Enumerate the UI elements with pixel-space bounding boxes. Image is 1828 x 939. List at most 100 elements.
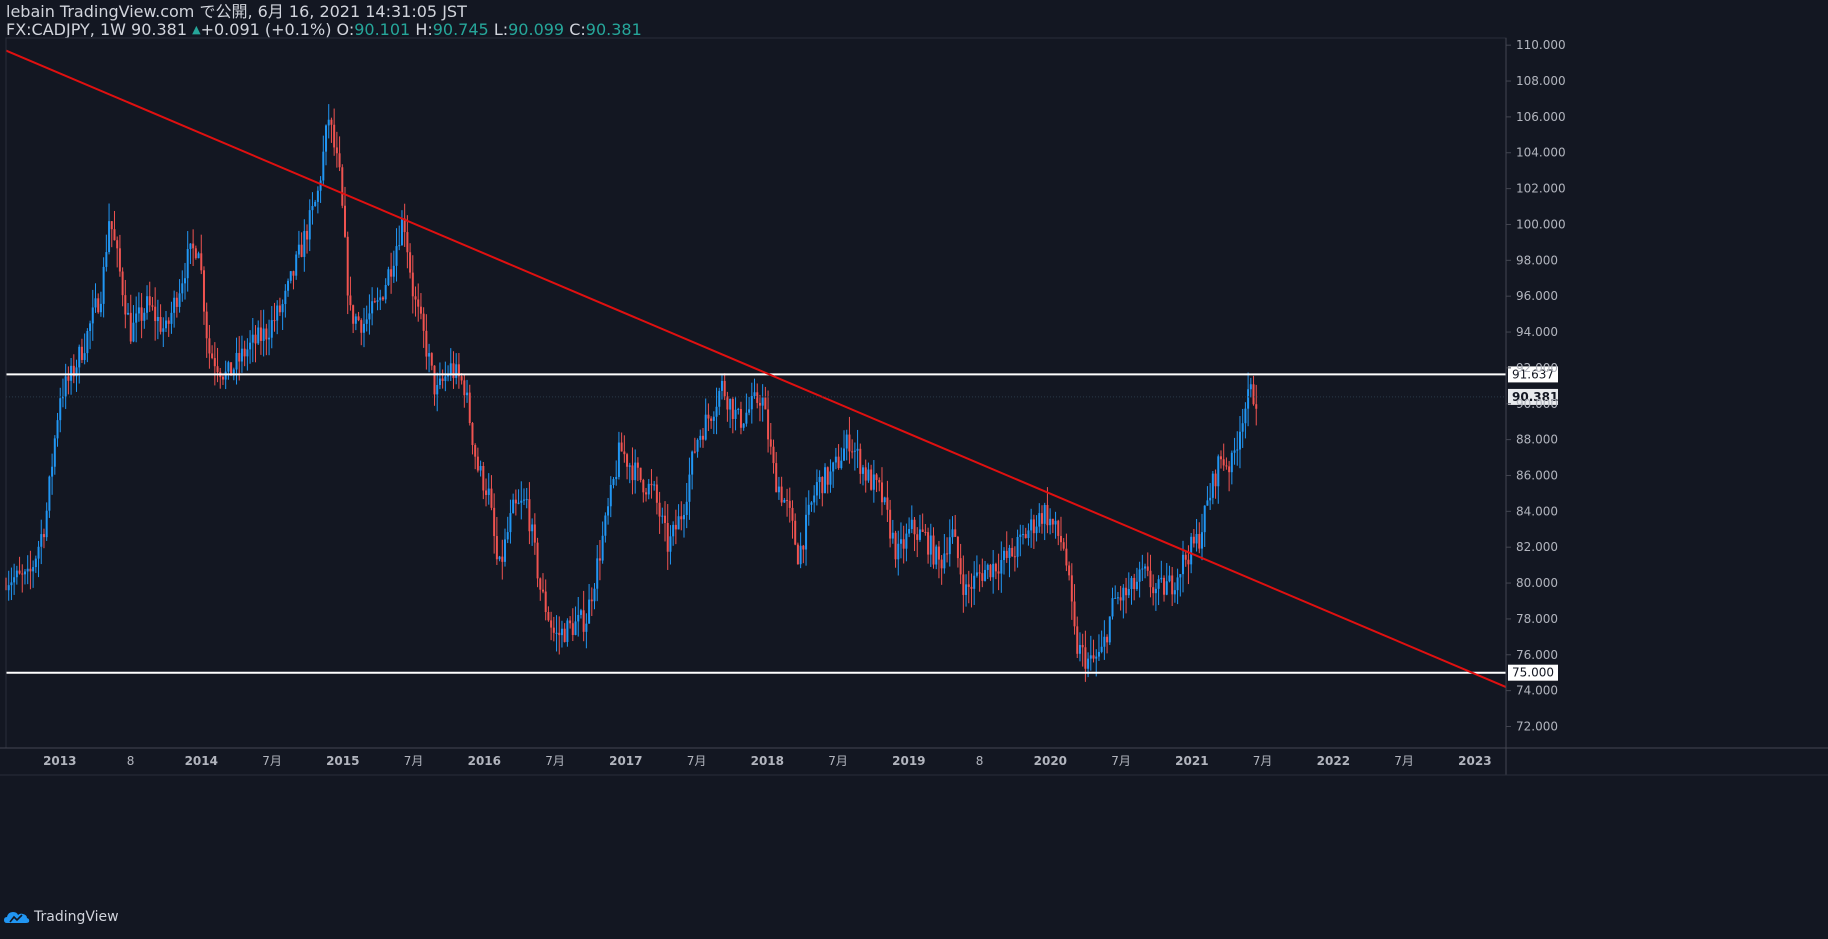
candle-body (175, 297, 178, 307)
candle-body (1089, 655, 1092, 659)
candle-body (1198, 534, 1201, 549)
candle-body (463, 380, 466, 396)
x-tick-label: 7月 (687, 754, 707, 768)
candle-body (1078, 644, 1081, 654)
candle-body (208, 338, 211, 354)
candle-body (1171, 575, 1174, 595)
candle-body (918, 529, 921, 540)
candle-body (1236, 449, 1239, 451)
candle-body (395, 246, 398, 266)
candle-body (430, 353, 433, 366)
x-tick-label: 7月 (262, 754, 282, 768)
candle-body (1173, 590, 1176, 595)
candle-body (72, 365, 75, 377)
candle-body (335, 147, 338, 154)
candle-body (32, 567, 35, 572)
candle-body (607, 506, 610, 516)
y-tick-label: 86.000 (1516, 468, 1558, 482)
candle-body (314, 201, 317, 207)
candle-body (875, 474, 878, 481)
candle-body (376, 300, 379, 302)
candle-body (368, 313, 371, 320)
candle-body (962, 574, 965, 595)
candle-body (726, 396, 729, 410)
candle-body (1108, 616, 1111, 643)
low-label: L: (493, 20, 509, 39)
candle-body (417, 299, 420, 307)
candle-body (525, 499, 528, 501)
candle-body (1062, 542, 1065, 549)
candle-body (579, 610, 582, 615)
candle-body (1168, 575, 1171, 582)
candle-body (127, 312, 130, 315)
candle-body (856, 448, 859, 451)
candle-body (232, 369, 235, 376)
candle-body (411, 272, 414, 297)
x-tick-label: 2022 (1317, 754, 1350, 768)
candle-body (99, 303, 102, 313)
candle-body (59, 398, 62, 421)
brand-name: TradingView (34, 909, 119, 925)
candle-body (140, 307, 143, 321)
candle-body (319, 180, 322, 191)
candle-body (406, 232, 409, 253)
candle-body (661, 515, 664, 517)
candle-body (254, 334, 257, 344)
candle-body (509, 513, 512, 533)
candle-body (1249, 384, 1252, 390)
candle-body (704, 414, 707, 440)
candle-body (425, 330, 428, 357)
candle-body (921, 529, 924, 532)
candle-body (1000, 560, 1003, 574)
candle-body (623, 451, 626, 455)
close-label: C: (569, 20, 586, 39)
candle-body (628, 465, 631, 467)
candle-body (832, 462, 835, 472)
candle-body (118, 248, 121, 272)
candle-body (227, 362, 230, 372)
candle-body (829, 471, 832, 485)
candle-body (436, 385, 439, 395)
candle-body (281, 304, 284, 313)
candle-body (1146, 566, 1149, 571)
candle-body (541, 589, 544, 592)
candle-body (129, 312, 132, 342)
candle-body (533, 524, 536, 543)
tradingview-logo[interactable]: TradingView (4, 909, 119, 925)
candle-body (466, 392, 469, 396)
candle-body (490, 488, 493, 508)
candle-body (1003, 550, 1006, 561)
candle-body (268, 337, 271, 340)
candle-body (631, 465, 634, 481)
candle-body (954, 529, 957, 537)
candle-body (1179, 574, 1182, 578)
candle-body (504, 539, 507, 562)
candle-body (764, 397, 767, 410)
candle-body (1013, 556, 1016, 558)
candle-body (132, 322, 135, 342)
candle-body (1195, 534, 1198, 544)
candle-body (777, 486, 780, 493)
candle-body (211, 353, 214, 359)
candle-body (536, 542, 539, 579)
candle-body (276, 305, 279, 321)
candle-body (539, 578, 542, 590)
candle-body (769, 439, 772, 447)
y-tick-label: 94.000 (1516, 325, 1558, 339)
candle-body (1255, 404, 1258, 409)
candle-body (718, 390, 721, 407)
candle-body (1027, 530, 1030, 539)
candle-body (745, 412, 748, 424)
candle-body (341, 167, 344, 206)
change-arrow-icon: ▲ (192, 23, 201, 36)
candle-body (734, 409, 737, 419)
symbol-label[interactable]: FX:CADJPY, 1W (6, 20, 126, 39)
candle-body (1040, 513, 1043, 524)
candle-body (257, 327, 260, 344)
candle-body (916, 534, 919, 540)
candle-body (165, 320, 168, 329)
candle-body (617, 442, 620, 477)
candle-body (1154, 588, 1157, 594)
candle-body (487, 488, 490, 495)
